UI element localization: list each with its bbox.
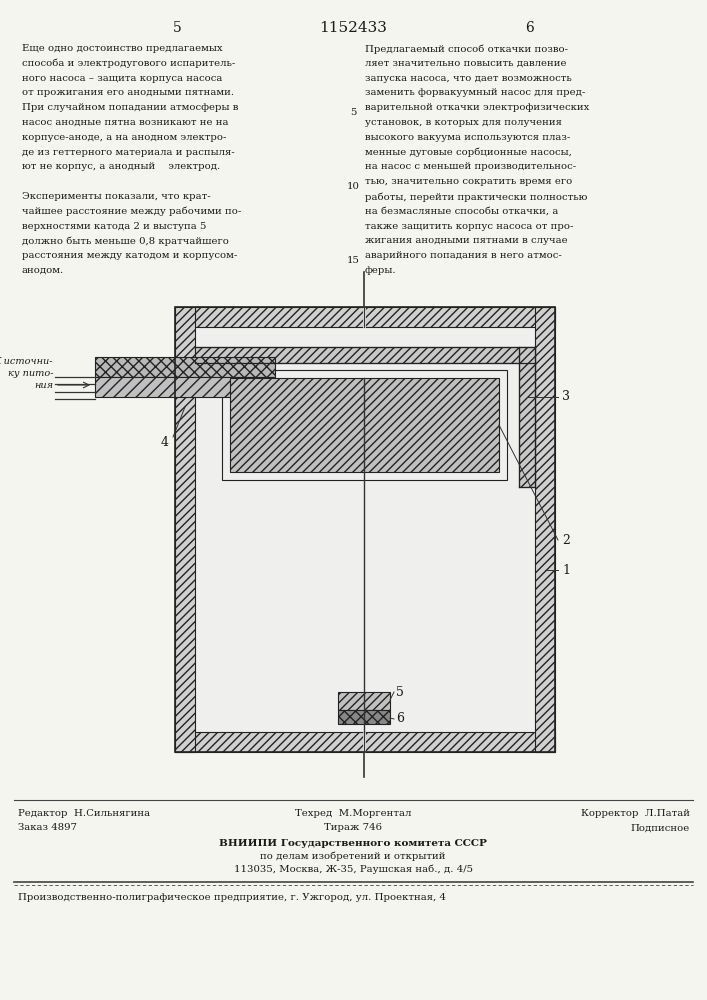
Bar (195, 347, 535, 363)
Text: по делам изобретений и открытий: по делам изобретений и открытий (260, 851, 445, 861)
Text: К источни-: К источни- (0, 357, 53, 365)
Bar (175, 307, 555, 327)
Bar (175, 307, 195, 752)
Text: Предлагаемый способ откачки позво-: Предлагаемый способ откачки позво- (365, 44, 568, 53)
Text: 10: 10 (346, 182, 359, 191)
Text: на насос с меньшей производительнос-: на насос с меньшей производительнос- (365, 162, 576, 171)
Text: 113035, Москва, Ж-35, Раушская наб., д. 4/5: 113035, Москва, Ж-35, Раушская наб., д. … (233, 864, 472, 874)
Bar (230, 378, 499, 472)
Text: Заказ 4897: Заказ 4897 (18, 824, 77, 832)
Text: ВНИИПИ Государственного комитета СССР: ВНИИПИ Государственного комитета СССР (219, 838, 487, 848)
Bar (195, 327, 535, 732)
Text: ляет значительно повысить давление: ляет значительно повысить давление (365, 59, 566, 68)
Text: способа и электродугового испаритель-: способа и электродугового испаритель- (22, 59, 235, 68)
Text: также защитить корпус насоса от про-: также защитить корпус насоса от про- (365, 222, 573, 231)
Text: корпусе-аноде, а на анодном электро-: корпусе-аноде, а на анодном электро- (22, 133, 226, 142)
Text: аварийного попадания в него атмос-: аварийного попадания в него атмос- (365, 251, 562, 260)
Text: тью, значительно сократить время его: тью, значительно сократить время его (365, 177, 572, 186)
Text: 6: 6 (396, 712, 404, 726)
Text: 5: 5 (173, 21, 182, 35)
Text: заменить форвакуумный насос для пред-: заменить форвакуумный насос для пред- (365, 88, 585, 97)
Text: должно быть меньше 0,8 кратчайшего: должно быть меньше 0,8 кратчайшего (22, 236, 229, 246)
Text: чайшее расстояние между рабочими по-: чайшее расстояние между рабочими по- (22, 207, 241, 216)
Bar (338, 692, 390, 710)
Bar (195, 363, 519, 487)
Text: Техред  М.Моргентал: Техред М.Моргентал (295, 808, 411, 818)
Bar (95, 357, 275, 377)
Text: 1152433: 1152433 (319, 21, 387, 35)
Text: запуска насоса, что дает возможность: запуска насоса, что дает возможность (365, 74, 572, 83)
Text: жигания анодными пятнами в случае: жигания анодными пятнами в случае (365, 236, 568, 245)
Bar (535, 307, 555, 752)
Bar (95, 377, 275, 397)
Text: верхностями катода 2 и выступа 5: верхностями катода 2 и выступа 5 (22, 222, 206, 231)
Text: высокого вакуума используются плаз-: высокого вакуума используются плаз- (365, 133, 571, 142)
Text: работы, перейти практически полностью: работы, перейти практически полностью (365, 192, 588, 202)
Bar (175, 732, 555, 752)
Bar (338, 710, 390, 724)
Text: от прожигания его анодными пятнами.: от прожигания его анодными пятнами. (22, 88, 234, 97)
Bar (222, 370, 507, 480)
Text: 4: 4 (161, 436, 169, 448)
Text: Редактор  Н.Сильнягина: Редактор Н.Сильнягина (18, 808, 150, 818)
Text: ного насоса – защита корпуса насоса: ного насоса – защита корпуса насоса (22, 74, 223, 83)
Text: 3: 3 (562, 390, 570, 403)
Text: 6: 6 (525, 21, 534, 35)
Text: феры.: феры. (365, 266, 397, 275)
Text: Подписное: Подписное (631, 824, 690, 832)
Text: Еще одно достоинство предлагаемых: Еще одно достоинство предлагаемых (22, 44, 223, 53)
Text: де из геттерного материала и распыля-: де из геттерного материала и распыля- (22, 148, 235, 157)
Text: на безмасляные способы откачки, а: на безмасляные способы откачки, а (365, 207, 559, 216)
Text: ку пито-: ку пито- (8, 368, 53, 377)
Text: 5: 5 (396, 686, 404, 698)
Text: насос анодные пятна возникают не на: насос анодные пятна возникают не на (22, 118, 228, 127)
Text: анодом.: анодом. (22, 266, 64, 275)
Bar (175, 307, 555, 752)
Text: Эксперименты показали, что крат-: Эксперименты показали, что крат- (22, 192, 211, 201)
Text: расстояния между катодом и корпусом-: расстояния между катодом и корпусом- (22, 251, 238, 260)
Text: Тираж 746: Тираж 746 (324, 824, 382, 832)
Text: Производственно-полиграфическое предприятие, г. Ужгород, ул. Проектная, 4: Производственно-полиграфическое предприя… (18, 894, 446, 902)
Text: 2: 2 (562, 534, 570, 546)
Text: Корректор  Л.Патай: Корректор Л.Патай (581, 808, 690, 818)
Text: 1: 1 (562, 564, 570, 576)
Bar (519, 347, 535, 487)
Text: установок, в которых для получения: установок, в которых для получения (365, 118, 562, 127)
Text: менные дуговые сорбционные насосы,: менные дуговые сорбционные насосы, (365, 148, 572, 157)
Text: ния: ния (34, 380, 53, 389)
Text: При случайном попадании атмосферы в: При случайном попадании атмосферы в (22, 103, 238, 112)
Text: 15: 15 (346, 256, 359, 265)
Text: 5: 5 (350, 108, 356, 117)
Text: ют не корпус, а анодный    электрод.: ют не корпус, а анодный электрод. (22, 162, 221, 171)
Text: варительной откачки электрофизических: варительной откачки электрофизических (365, 103, 590, 112)
